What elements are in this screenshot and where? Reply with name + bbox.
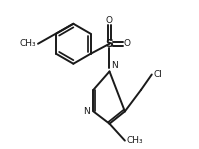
Text: Cl: Cl: [153, 70, 162, 79]
Text: S: S: [105, 39, 113, 49]
Text: O: O: [106, 16, 113, 25]
Text: N: N: [84, 107, 90, 116]
Text: CH₃: CH₃: [126, 136, 143, 145]
Text: N: N: [111, 61, 118, 70]
Text: O: O: [124, 39, 131, 48]
Text: CH₃: CH₃: [20, 39, 36, 48]
